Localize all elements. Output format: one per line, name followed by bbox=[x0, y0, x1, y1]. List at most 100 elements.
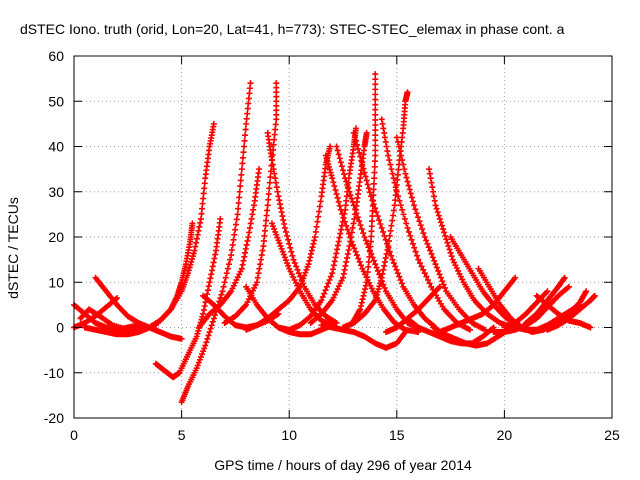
data-point bbox=[405, 182, 412, 189]
data-point bbox=[194, 362, 201, 369]
data-point bbox=[436, 215, 443, 222]
y-tick-label: 40 bbox=[48, 139, 64, 155]
data-point bbox=[338, 163, 345, 170]
data-point bbox=[372, 96, 379, 103]
data-point bbox=[433, 205, 440, 212]
data-point bbox=[220, 283, 227, 290]
data-point bbox=[372, 152, 379, 159]
data-point bbox=[372, 101, 379, 108]
data-point bbox=[408, 236, 415, 243]
data-point bbox=[438, 222, 445, 229]
data-point bbox=[441, 229, 448, 236]
data-point bbox=[335, 198, 342, 205]
data-point bbox=[339, 210, 346, 217]
data-point bbox=[381, 129, 388, 136]
data-point bbox=[334, 147, 341, 154]
data-point bbox=[200, 195, 207, 202]
data-series-5 bbox=[152, 215, 224, 381]
data-point bbox=[305, 261, 312, 268]
data-point bbox=[361, 169, 368, 176]
data-point bbox=[412, 248, 419, 255]
data-point bbox=[178, 335, 185, 342]
data-point bbox=[362, 282, 369, 289]
data-point bbox=[429, 254, 436, 261]
data-point bbox=[365, 258, 372, 265]
data-point bbox=[272, 228, 279, 235]
data-point bbox=[378, 224, 385, 231]
data-point bbox=[245, 100, 252, 107]
data-point bbox=[281, 224, 288, 231]
data-point bbox=[281, 220, 288, 227]
data-point bbox=[362, 173, 369, 180]
data-point bbox=[431, 257, 438, 264]
data-point bbox=[334, 246, 341, 253]
data-point bbox=[240, 149, 247, 156]
data-point bbox=[260, 237, 267, 244]
data-point bbox=[232, 221, 239, 228]
data-point bbox=[344, 181, 351, 188]
data-point bbox=[442, 232, 449, 239]
data-point bbox=[393, 266, 400, 273]
data-point bbox=[307, 250, 314, 257]
data-point bbox=[345, 230, 352, 237]
data-point bbox=[236, 188, 243, 195]
data-point bbox=[193, 365, 200, 372]
data-point bbox=[349, 198, 356, 205]
data-point bbox=[389, 256, 396, 263]
data-point bbox=[239, 160, 246, 167]
data-point bbox=[234, 211, 241, 218]
data-point bbox=[404, 178, 411, 185]
data-point bbox=[372, 147, 379, 154]
data-point bbox=[201, 185, 208, 192]
data-point bbox=[266, 185, 273, 192]
data-point bbox=[282, 228, 289, 235]
data-point bbox=[326, 276, 333, 283]
data-point bbox=[333, 319, 340, 326]
data-point bbox=[210, 259, 217, 266]
data-point bbox=[228, 252, 235, 259]
data-point bbox=[242, 126, 249, 133]
data-point bbox=[360, 165, 367, 172]
data-point bbox=[334, 242, 341, 249]
data-point bbox=[381, 262, 388, 269]
data-point bbox=[284, 232, 291, 239]
data-point bbox=[379, 270, 386, 277]
data-point bbox=[185, 267, 192, 274]
data-point bbox=[353, 210, 360, 217]
data-point bbox=[443, 236, 450, 243]
data-point bbox=[264, 207, 271, 214]
data-point bbox=[245, 234, 252, 240]
data-point bbox=[278, 209, 285, 216]
data-point bbox=[394, 138, 401, 145]
data-point bbox=[326, 166, 333, 173]
data-point bbox=[363, 177, 370, 184]
data-point bbox=[272, 175, 279, 182]
y-tick-label: 50 bbox=[48, 93, 64, 109]
data-point bbox=[430, 193, 437, 200]
data-point bbox=[368, 233, 375, 240]
data-point bbox=[351, 133, 358, 140]
data-point bbox=[372, 137, 379, 144]
data-point bbox=[368, 228, 375, 235]
data-series-22 bbox=[350, 71, 379, 324]
data-point bbox=[402, 329, 409, 336]
data-point bbox=[385, 243, 392, 250]
data-point bbox=[297, 273, 304, 280]
data-point bbox=[397, 148, 404, 155]
data-point bbox=[248, 215, 255, 222]
data-point bbox=[197, 353, 204, 360]
data-point bbox=[351, 245, 358, 252]
data-point bbox=[325, 161, 332, 168]
data-point bbox=[319, 293, 326, 300]
data-point bbox=[392, 184, 399, 191]
data-point bbox=[421, 270, 428, 277]
data-point bbox=[377, 277, 384, 284]
data-point bbox=[344, 254, 351, 261]
data-point bbox=[448, 253, 455, 260]
data-point bbox=[398, 280, 405, 287]
data-point bbox=[342, 175, 349, 182]
data-point bbox=[211, 312, 218, 319]
data-point bbox=[421, 234, 428, 240]
data-point bbox=[444, 239, 451, 246]
data-point bbox=[432, 202, 439, 209]
